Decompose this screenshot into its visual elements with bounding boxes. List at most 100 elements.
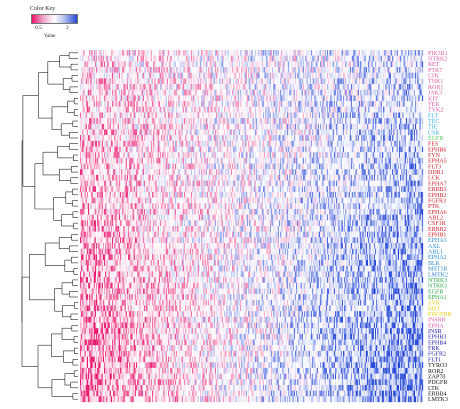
heatmap-cell [230, 112, 233, 119]
heatmap-cell [380, 112, 382, 119]
heatmap-cell [256, 50, 258, 56]
heatmap-cell [100, 50, 102, 56]
heatmap-cell [355, 118, 357, 124]
heatmap-cell [197, 112, 200, 119]
heatmap-cell [419, 78, 421, 85]
heatmap-cell [141, 140, 144, 147]
heatmap-cell [254, 112, 257, 119]
heatmap-cell [250, 67, 252, 73]
heatmap-cell [324, 135, 326, 141]
heatmap-cell [185, 55, 187, 62]
heatmap-cell [177, 112, 179, 119]
heatmap-cell [258, 118, 260, 124]
heatmap-cell [93, 106, 96, 113]
heatmap-cell [218, 129, 220, 136]
heatmap-cell [256, 135, 258, 141]
heatmap-cell [125, 101, 128, 107]
heatmap-cell [200, 95, 202, 102]
heatmap-cell [270, 61, 273, 68]
heatmap-cell [340, 95, 342, 102]
heatmap-cell [163, 123, 165, 130]
heatmap-cell [108, 78, 110, 85]
heatmap-cell [202, 135, 204, 141]
heatmap-cell [264, 129, 266, 136]
heatmap-cell [193, 67, 195, 73]
heatmap-cell [402, 72, 404, 79]
heatmap-cell [182, 140, 185, 147]
heatmap-cell [97, 95, 99, 102]
heatmap-cell [338, 118, 340, 124]
heatmap-cell [232, 101, 234, 107]
heatmap-cell [224, 55, 226, 62]
heatmap-cell [248, 84, 250, 90]
heatmap-cell [170, 55, 172, 62]
heatmap-cell [106, 72, 108, 79]
heatmap-cell [409, 135, 411, 141]
heatmap-cell [386, 61, 388, 68]
heatmap-cell [109, 72, 112, 79]
heatmap-cell [130, 106, 132, 113]
heatmap-cell [179, 95, 181, 102]
heatmap-cell [150, 118, 153, 124]
heatmap-cell [107, 106, 109, 113]
heatmap-cell [134, 78, 137, 85]
heatmap-cell [93, 129, 96, 136]
heatmap-cell [290, 78, 292, 85]
heatmap-cell [206, 61, 209, 68]
heatmap-cell [156, 95, 158, 102]
heatmap-cell [192, 140, 194, 147]
heatmap-cell [195, 106, 197, 113]
heatmap-cell [190, 129, 193, 136]
heatmap-cell [373, 84, 376, 90]
heatmap-cell [232, 84, 234, 90]
heatmap-cell [152, 61, 154, 68]
heatmap-cell [410, 123, 412, 130]
heatmap-cell [190, 140, 193, 147]
heatmap-cell [276, 101, 278, 107]
heatmap-cell [179, 61, 181, 68]
heatmap-cell [318, 50, 321, 56]
heatmap-cell [417, 112, 419, 119]
heatmap-cell [274, 135, 276, 141]
heatmap-cell [283, 55, 285, 62]
heatmap-cell [232, 135, 234, 141]
heatmap-cell [170, 129, 172, 136]
heatmap-cell [113, 67, 115, 73]
heatmap-cell [360, 135, 362, 141]
heatmap-cell [108, 61, 110, 68]
heatmap-cell [298, 50, 300, 56]
heatmap-cell [308, 112, 310, 119]
heatmap-cell [229, 50, 232, 56]
heatmap-cell [299, 123, 301, 130]
heatmap-cell [186, 72, 188, 79]
heatmap-cell [202, 67, 204, 73]
heatmap-cell [416, 84, 418, 90]
heatmap-cell [412, 118, 414, 124]
heatmap-cell [315, 72, 317, 79]
heatmap-cell [181, 112, 184, 119]
heatmap-cell [324, 106, 326, 113]
heatmap-cell [347, 118, 349, 124]
heatmap-cell [221, 118, 224, 124]
heatmap-cell [333, 95, 336, 102]
heatmap-cell [362, 123, 364, 130]
heatmap-cell [205, 118, 208, 124]
heatmap-cell [266, 84, 268, 90]
heatmap-cell [228, 67, 230, 73]
heatmap-cell [296, 89, 298, 96]
heatmap-cell [328, 78, 330, 85]
heatmap-cell [252, 135, 254, 141]
heatmap-cell [384, 135, 386, 141]
heatmap-cell [83, 50, 85, 56]
heatmap-cell [176, 123, 178, 130]
heatmap-cell [332, 123, 334, 130]
heatmap-cell [124, 140, 126, 147]
heatmap-cell [96, 140, 98, 147]
heatmap-cell [180, 135, 182, 141]
heatmap-cell [203, 89, 205, 96]
heatmap-cell [142, 95, 145, 102]
heatmap-cell [190, 67, 193, 73]
heatmap-cell [237, 67, 240, 73]
heatmap-cell [98, 89, 100, 96]
heatmap-cell [290, 118, 292, 124]
